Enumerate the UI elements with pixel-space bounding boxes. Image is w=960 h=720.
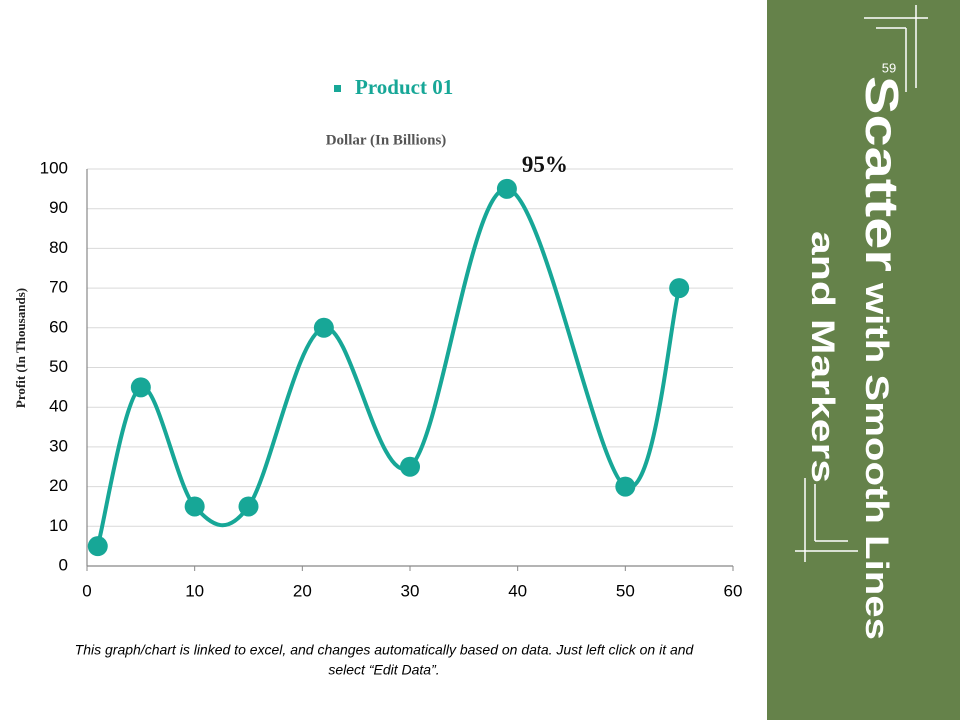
title-line-2: and Markers bbox=[805, 231, 841, 483]
footer-line: select “Edit Data”. bbox=[328, 662, 439, 678]
x-tick-label: 0 bbox=[82, 581, 91, 600]
slide-title: Scatter with Smooth Lines and Markers bbox=[805, 76, 908, 640]
y-tick-label: 60 bbox=[49, 317, 68, 336]
side-panel bbox=[767, 0, 960, 720]
x-tick-label: 10 bbox=[185, 581, 204, 600]
y-tick-label: 70 bbox=[49, 278, 68, 297]
marker bbox=[238, 496, 259, 517]
x-tick-label: 50 bbox=[616, 581, 635, 600]
x-tick-label: 60 bbox=[724, 581, 743, 600]
slide-number: 59 bbox=[882, 60, 896, 75]
y-axis-title: Profit (In Thousands) bbox=[13, 288, 28, 408]
x-tick-label: 20 bbox=[293, 581, 312, 600]
marker bbox=[669, 278, 690, 299]
x-tick-label: 30 bbox=[401, 581, 420, 600]
title-rest: with Smooth Lines bbox=[859, 272, 895, 640]
title-big: Scatter bbox=[856, 76, 908, 272]
x-tick-label: 40 bbox=[508, 581, 527, 600]
chart-title: Dollar (In Billions) bbox=[326, 132, 447, 148]
y-tick-label: 40 bbox=[49, 397, 68, 416]
y-tick-label: 10 bbox=[49, 516, 68, 535]
legend-label: Product 01 bbox=[355, 75, 453, 99]
marker bbox=[184, 496, 205, 517]
marker bbox=[496, 178, 517, 199]
legend-swatch bbox=[334, 85, 341, 92]
decoration bbox=[795, 5, 928, 562]
series-line bbox=[95, 186, 682, 547]
y-tick-label: 0 bbox=[59, 555, 68, 574]
y-tick-label: 30 bbox=[49, 436, 68, 455]
y-tick-label: 20 bbox=[49, 476, 68, 495]
y-tick-label: 90 bbox=[49, 198, 68, 217]
marker bbox=[87, 536, 108, 557]
marker bbox=[400, 456, 420, 477]
y-tick-label: 100 bbox=[40, 158, 68, 177]
marker bbox=[615, 476, 636, 497]
y-tick-label: 50 bbox=[49, 357, 68, 376]
marker bbox=[313, 317, 334, 338]
plot: 0 10 20 30 40 50 60 70 80 90 100 0 10 20 30 40 50 60 95% Pr… bbox=[40, 75, 743, 601]
marker bbox=[130, 377, 151, 398]
footer-line: This graph/chart is linked to excel, and… bbox=[75, 642, 695, 658]
y-tick-label: 80 bbox=[49, 238, 68, 257]
title-line-1: Scatter with Smooth Lines bbox=[856, 76, 908, 640]
data-label: 95% bbox=[522, 152, 568, 177]
